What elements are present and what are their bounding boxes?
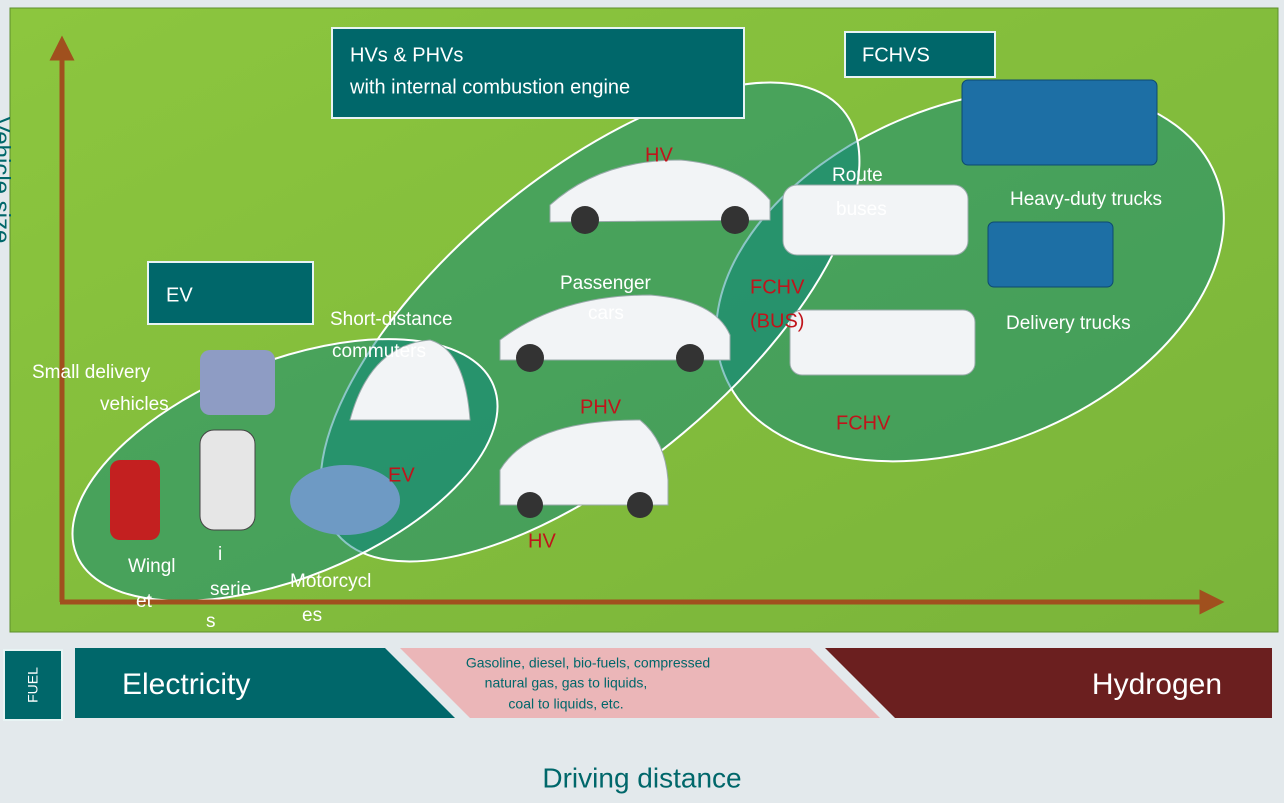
vehicle-label: commuters [332, 341, 426, 362]
vehicle-label: Passenger [560, 273, 652, 294]
vehicle-label: es [302, 605, 322, 626]
x-axis-label: Driving distance [542, 762, 741, 793]
hydrogen-label: Hydrogen [1092, 668, 1222, 701]
vehicle-label: cars [588, 303, 624, 324]
vehicle-label: Route [832, 165, 883, 186]
y-axis-label: Vehicle size [0, 117, 15, 244]
fossil-label: natural gas, gas to liquids, [485, 675, 648, 691]
powertrain-label: HV [645, 144, 673, 166]
fossil-label: coal to liquids, etc. [508, 696, 623, 712]
vehicle-label: Motorcycl [290, 571, 371, 592]
vehicle-label: Delivery trucks [1006, 313, 1131, 334]
diagram: Vehicle size HVs & PHVs with internal co… [0, 0, 1284, 803]
vehicle-label: Small delivery [32, 362, 151, 383]
powertrain-label: HV [528, 530, 556, 552]
powertrain-label: EV [388, 464, 415, 486]
vehicle-label: serie [210, 579, 251, 600]
group-title: with internal combustion engine [349, 76, 630, 98]
vehicle-label: buses [836, 199, 887, 220]
vehicle-label: Short-distance [330, 309, 453, 330]
vehicle-label: vehicles [100, 394, 169, 415]
vehicle-label: Heavy-duty trucks [1010, 189, 1162, 210]
vehicle-label: i [218, 544, 222, 565]
group-title: FCHVS [862, 44, 930, 66]
group-title: EV [166, 284, 193, 306]
fuel-label: FUEL [25, 667, 41, 703]
powertrain-label: FCHV [750, 276, 805, 298]
group-title: HVs & PHVs [350, 44, 463, 66]
powertrain-label: FCHV [836, 412, 891, 434]
powertrain-label: PHV [580, 396, 622, 418]
group-box [332, 28, 744, 118]
vehicle-label: s [206, 611, 216, 632]
vehicle-label: Wingl [128, 556, 176, 577]
powertrain-label: (BUS) [750, 310, 804, 332]
fossil-label: Gasoline, diesel, bio-fuels, compressed [466, 655, 710, 671]
vehicle-label: et [136, 591, 153, 612]
electricity-label: Electricity [122, 668, 250, 701]
